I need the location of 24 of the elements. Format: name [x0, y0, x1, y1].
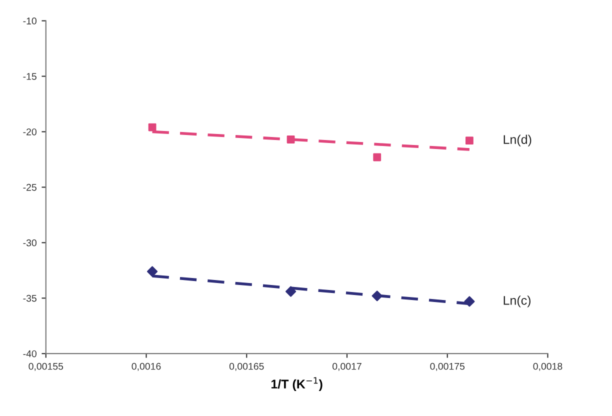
y-tick-label: -20 [23, 128, 36, 136]
x-tick-label: 0,00175 [430, 362, 465, 371]
y-tick-label: -15 [23, 73, 36, 80]
point [286, 136, 295, 144]
y-tick-label: -25 [23, 184, 36, 191]
y-tick-label: -35 [23, 294, 36, 302]
x-tick-label: 0,0018 [533, 362, 562, 371]
point [373, 153, 382, 162]
point [372, 290, 382, 302]
x-tick-label: 0,0016 [132, 362, 161, 371]
text: Ln(c) [504, 296, 530, 308]
text: Ln(d) [504, 134, 532, 146]
point [148, 123, 156, 132]
point [466, 136, 474, 145]
point [146, 266, 158, 277]
y-tick-label: -30 [23, 239, 36, 246]
x-tick-label: 0,00165 [229, 362, 264, 371]
x-tick-label: 0,00155 [28, 362, 64, 371]
y-tick-label: -10 [23, 18, 36, 24]
point [464, 296, 475, 307]
x-tick-label: 0,0017 [332, 362, 362, 371]
x-axis-title: 1/T (K$^{−1}$) [271, 377, 322, 392]
y-tick-label: -40 [23, 350, 36, 358]
point [285, 286, 296, 297]
